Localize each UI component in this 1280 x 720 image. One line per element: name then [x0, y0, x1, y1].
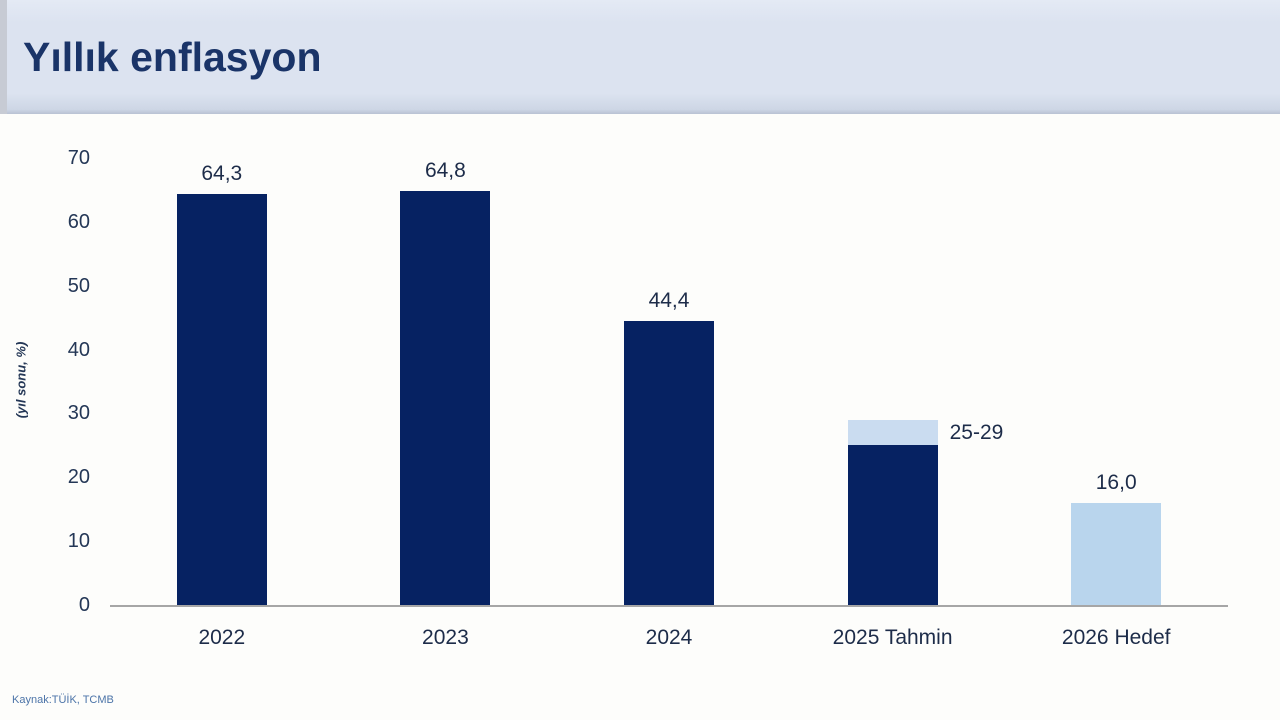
header-band: Yıllık enflasyon	[0, 0, 1280, 114]
x-axis-labels: 2022 2023 2024 2025 Tahmin 2026 Hedef	[110, 625, 1228, 655]
bar-2024	[624, 321, 714, 605]
bar-2025-tahmin	[847, 419, 938, 605]
y-tick-label: 50	[67, 274, 90, 297]
y-tick-label: 70	[67, 147, 90, 169]
x-axis-label-2022: 2022	[198, 626, 246, 649]
x-axis-label-2024: 2024	[645, 626, 693, 649]
plot-area: 64,3 64,8 44,4 25-29 16,0	[110, 158, 1228, 607]
bar-2022	[176, 194, 267, 605]
bar-value-label: 25-29	[949, 420, 1004, 444]
bar-segment	[400, 191, 491, 605]
page-title: Yıllık enflasyon	[23, 33, 322, 80]
x-axis-label-2023: 2023	[422, 626, 469, 649]
y-tick-label: 20	[67, 466, 90, 489]
bar-2026-hedef	[1071, 502, 1162, 605]
bar-segment	[847, 445, 938, 605]
bar-segment	[1071, 502, 1162, 605]
bar-segment	[847, 419, 938, 446]
y-axis: 0 10 20 30 40 50 60 70	[34, 147, 90, 616]
y-tick-label: 60	[67, 210, 90, 233]
bar-value-label: 64,3	[201, 162, 243, 186]
y-tick-label: 30	[67, 402, 90, 425]
bar-2023	[400, 191, 491, 605]
y-axis-title: (yıl sonu, %)	[13, 341, 29, 419]
bar-value-label: 44,4	[648, 289, 690, 313]
y-tick-label: 0	[78, 594, 90, 616]
source-note: Kaynak:TÜİK, TCMB	[12, 694, 114, 706]
x-axis-label-2025-tahmin: 2025 Tahmin	[832, 626, 953, 649]
x-axis-label-2026-hedef: 2026 Hedef	[1061, 626, 1171, 649]
bar-segment	[624, 321, 714, 605]
y-tick-label: 10	[67, 530, 90, 553]
y-tick-label: 40	[67, 338, 90, 361]
bar-value-label: 64,8	[424, 159, 466, 183]
bar-segment	[176, 194, 267, 605]
inflation-bar-chart: 0 10 20 30 40 50 60 70 (yıl sonu, %) 64,3 64,8 44…	[0, 114, 1280, 684]
bar-value-label: 16,0	[1095, 470, 1137, 494]
